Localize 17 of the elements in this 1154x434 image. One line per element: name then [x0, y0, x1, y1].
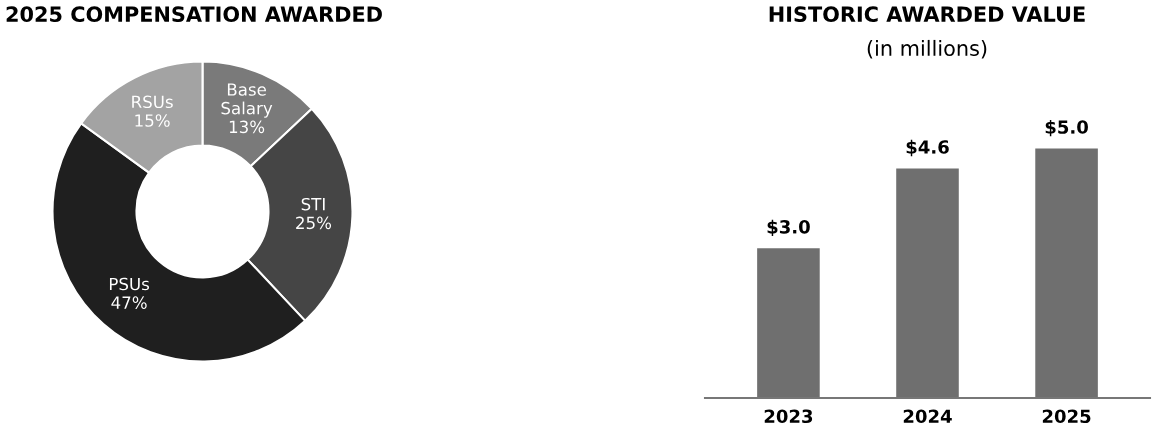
chart-subtitle: (in millions)	[867, 39, 987, 59]
data-label: $5.0	[1045, 119, 1088, 137]
data-label: 25%	[296, 216, 332, 230]
x-tick-label: 2023	[764, 409, 813, 424]
x-tick-label: 2025	[1042, 409, 1091, 424]
data-label: $3.0	[767, 219, 810, 237]
data-label: 15%	[135, 114, 170, 127]
chart-title: HISTORIC AWARDED VALUE	[769, 6, 1085, 23]
data-label: 13%	[229, 120, 265, 134]
slice-label: STI	[301, 197, 325, 211]
data-label: $4.6	[906, 139, 949, 157]
data-label: 47%	[111, 296, 147, 309]
x-tick-label: 2024	[903, 409, 952, 424]
slice-label: RSUs	[132, 95, 173, 109]
slice-label: Base Salary	[221, 83, 273, 118]
slice-label: PSUs	[109, 277, 150, 291]
chart-title: 2025 COMPENSATION AWARDED	[6, 6, 382, 23]
